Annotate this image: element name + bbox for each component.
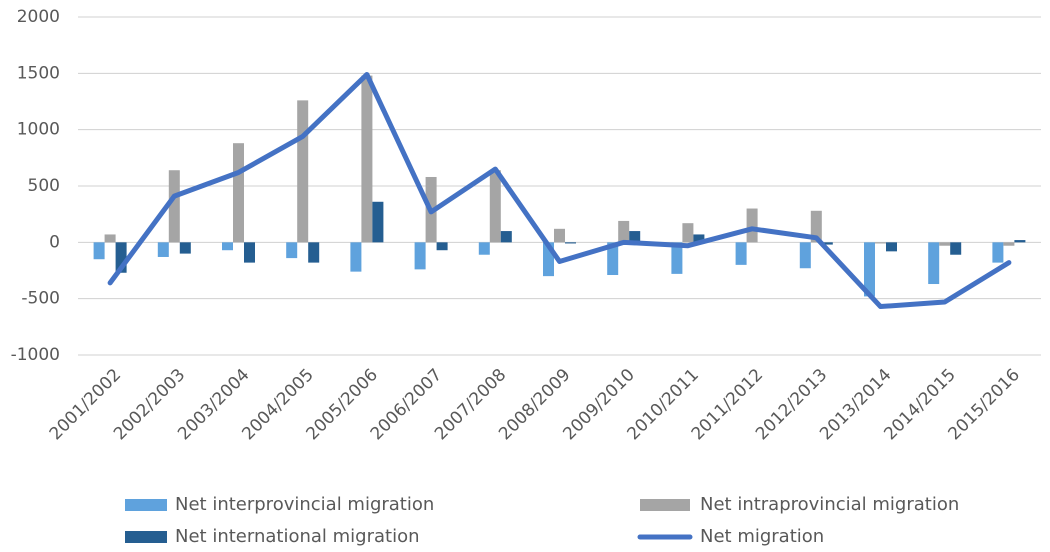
bar bbox=[286, 242, 298, 259]
bar bbox=[157, 242, 169, 257]
bar bbox=[436, 242, 448, 251]
bar bbox=[554, 228, 565, 243]
legend-label: Net international migration bbox=[175, 526, 420, 547]
bar bbox=[222, 242, 233, 251]
legend-label: Net interprovincial migration bbox=[175, 494, 434, 515]
bar bbox=[350, 242, 362, 272]
bar bbox=[297, 100, 309, 243]
bar bbox=[104, 234, 116, 243]
bar bbox=[864, 242, 875, 297]
bar bbox=[233, 143, 244, 243]
bar bbox=[746, 208, 758, 243]
legend-swatch bbox=[125, 499, 167, 511]
bar bbox=[928, 242, 940, 285]
y-tick-label: 1000 bbox=[17, 120, 60, 140]
y-tick-label: 1500 bbox=[17, 63, 60, 83]
legend-label: Net intraprovincial migration bbox=[700, 494, 959, 515]
bar bbox=[414, 242, 426, 270]
bar bbox=[543, 242, 554, 277]
bar bbox=[308, 242, 320, 263]
bar bbox=[168, 170, 180, 243]
legend-label: Net migration bbox=[700, 526, 824, 547]
bar bbox=[886, 242, 897, 252]
y-tick-label: -500 bbox=[21, 289, 60, 309]
legend-swatch bbox=[640, 499, 690, 511]
bar bbox=[244, 242, 255, 263]
bar bbox=[682, 223, 694, 243]
legend-swatch bbox=[125, 531, 167, 543]
bar bbox=[799, 242, 811, 269]
bar bbox=[629, 231, 641, 243]
bar bbox=[115, 242, 127, 273]
bar bbox=[693, 234, 705, 243]
bar bbox=[810, 210, 822, 243]
bar bbox=[939, 242, 951, 246]
bar bbox=[478, 242, 490, 255]
y-tick-label: 2000 bbox=[17, 7, 60, 27]
y-tick-label: 500 bbox=[28, 176, 60, 196]
bar bbox=[489, 170, 501, 243]
bar bbox=[1014, 240, 1026, 243]
bar bbox=[361, 75, 373, 243]
bar bbox=[671, 242, 683, 274]
bar bbox=[821, 242, 833, 245]
bar bbox=[950, 242, 962, 255]
bar bbox=[372, 201, 384, 243]
bar bbox=[735, 242, 747, 265]
bar bbox=[565, 242, 576, 244]
line bbox=[107, 71, 1012, 310]
bar bbox=[1003, 242, 1015, 246]
bar bbox=[992, 242, 1004, 263]
y-tick-label: -1000 bbox=[11, 345, 60, 365]
bar bbox=[93, 242, 105, 260]
bar bbox=[607, 242, 619, 276]
bar bbox=[618, 220, 630, 243]
bar bbox=[500, 231, 512, 243]
bar bbox=[179, 242, 191, 254]
y-tick-label: 0 bbox=[49, 232, 60, 252]
bar bbox=[875, 242, 886, 244]
